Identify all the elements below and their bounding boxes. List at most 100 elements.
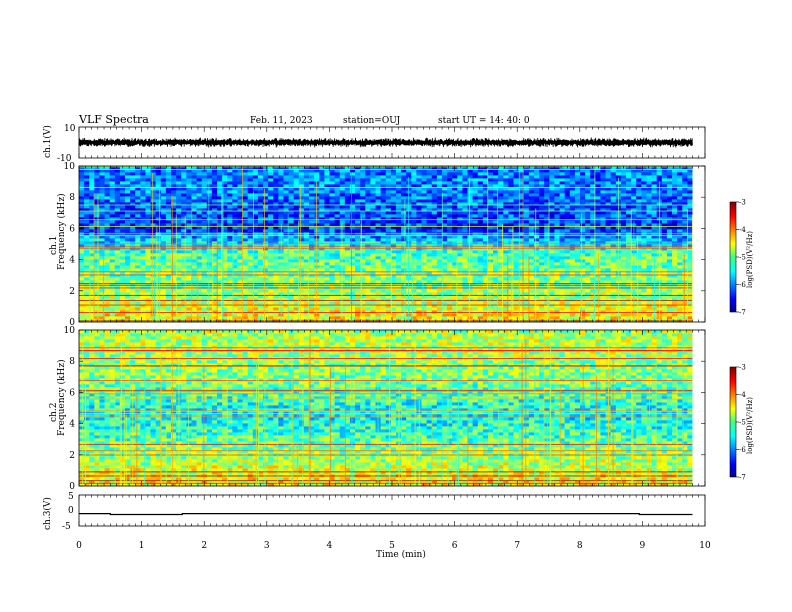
spectrogram-cell (472, 262, 479, 266)
spectrogram-cell (237, 172, 243, 176)
spectrogram-cell (114, 271, 121, 275)
spectrogram-cell (237, 289, 243, 293)
spectrogram-cell (380, 166, 387, 170)
spectrogram-cell (222, 253, 228, 257)
spectrogram-cell (135, 217, 141, 221)
spectrogram-cell (150, 184, 157, 188)
spectrogram-cell (171, 178, 177, 182)
spectrogram-cell (518, 220, 525, 224)
spectrogram-cell (401, 250, 407, 254)
spectrogram-cell (99, 280, 105, 284)
spectrogram-cell (232, 301, 238, 305)
spectrogram-cell (242, 214, 249, 218)
spectrogram-cell (462, 211, 468, 215)
spectrogram-cell (84, 178, 90, 182)
spectrogram-cell (104, 226, 111, 230)
spectrogram-cell (186, 199, 192, 203)
spectrogram-cell (472, 196, 479, 200)
spectrogram-cell (104, 298, 111, 302)
spectrogram-cell (349, 184, 356, 188)
spectrogram-cell (99, 184, 105, 188)
spectrogram-cell (150, 265, 157, 269)
spectrogram-cell (503, 184, 509, 188)
spectrogram-cell (355, 220, 361, 224)
spectrogram-cell (160, 223, 167, 227)
spectrogram-cell (89, 172, 95, 176)
spectrogram-cell (150, 313, 157, 317)
spectrogram-cell (564, 280, 571, 284)
spectrogram-cell (441, 172, 448, 176)
spectrogram-cell (462, 199, 468, 203)
spectrogram-cell (365, 178, 371, 182)
spectrogram-cell (554, 271, 560, 275)
spectrogram-cell (564, 307, 571, 311)
spectrogram-cell (493, 208, 499, 212)
spectrogram-cell (375, 280, 382, 284)
spectrogram-cell (360, 229, 366, 233)
spectrogram-cell (416, 253, 422, 257)
spectrogram-cell (554, 274, 560, 278)
spectrogram-cell (211, 193, 218, 197)
spectrogram-cell (242, 277, 249, 281)
spectrogram-cell (217, 241, 223, 245)
spectrogram-cell (441, 301, 448, 305)
spectrogram-cell (135, 214, 141, 218)
spectrogram-cell (293, 289, 300, 293)
spectrogram-cell (477, 175, 484, 179)
spectrogram-cell (390, 256, 397, 260)
spectrogram-cell (303, 202, 310, 206)
spectrogram-cell (104, 184, 111, 188)
spectrogram-cell (559, 280, 566, 284)
spectrogram-cell (237, 268, 243, 272)
spectrogram-cell (401, 289, 407, 293)
spectrogram-cell (339, 283, 346, 287)
spectrogram-cell (227, 199, 233, 203)
spectrogram-cell (339, 220, 346, 224)
spectrogram-cell (263, 169, 269, 173)
spectrogram-cell (222, 169, 228, 173)
spectrogram-cell (242, 280, 249, 284)
spectrogram-cell (564, 184, 571, 188)
spectrogram-cell (288, 199, 295, 203)
spectrogram-cell (544, 295, 550, 299)
spectrogram-cell (309, 217, 315, 221)
spectrogram-cell (534, 256, 540, 260)
spectrogram-cell (191, 274, 197, 278)
spectrogram-cell (140, 244, 146, 248)
spectrogram-cell (293, 298, 300, 302)
spectrogram-cell (268, 220, 274, 224)
spectrogram-cell (217, 211, 223, 215)
spectrogram-cell (273, 229, 279, 233)
spectrogram-cell (436, 238, 443, 242)
spectrogram-cell (165, 253, 172, 257)
spectrogram-cell (283, 301, 289, 305)
spectrogram-cell (395, 184, 402, 188)
spectrogram-cell (493, 268, 499, 272)
spectrogram-cell (79, 268, 85, 272)
spectrogram-cell (349, 220, 356, 224)
spectrogram-cell (263, 304, 269, 308)
spectrogram-cell (309, 280, 315, 284)
spectrogram-cell (431, 253, 438, 257)
spectrogram-cell (242, 310, 249, 314)
spectrogram-cell (503, 268, 509, 272)
spectrogram-cell (390, 274, 397, 278)
spectrogram-cell (498, 166, 504, 170)
spectrogram-cell (196, 196, 203, 200)
spectrogram-cell (395, 280, 402, 284)
spectrogram-cell (549, 316, 555, 320)
spectrogram-cell (349, 241, 356, 245)
spectrogram-cell (252, 259, 259, 263)
spectrogram-cell (503, 262, 509, 266)
spectrogram-cell (472, 256, 479, 260)
spectrogram-cell (421, 181, 428, 185)
spectrogram-cell (482, 214, 489, 218)
spectrogram-cell (288, 226, 295, 230)
spectrogram-cell (334, 223, 341, 227)
spectrogram-cell (293, 172, 300, 176)
spectrogram-cell (293, 229, 300, 233)
spectrogram-cell (232, 208, 238, 212)
spectrogram-cell (375, 214, 382, 218)
spectrogram-cell (176, 187, 182, 191)
spectrogram-cell (242, 166, 249, 170)
